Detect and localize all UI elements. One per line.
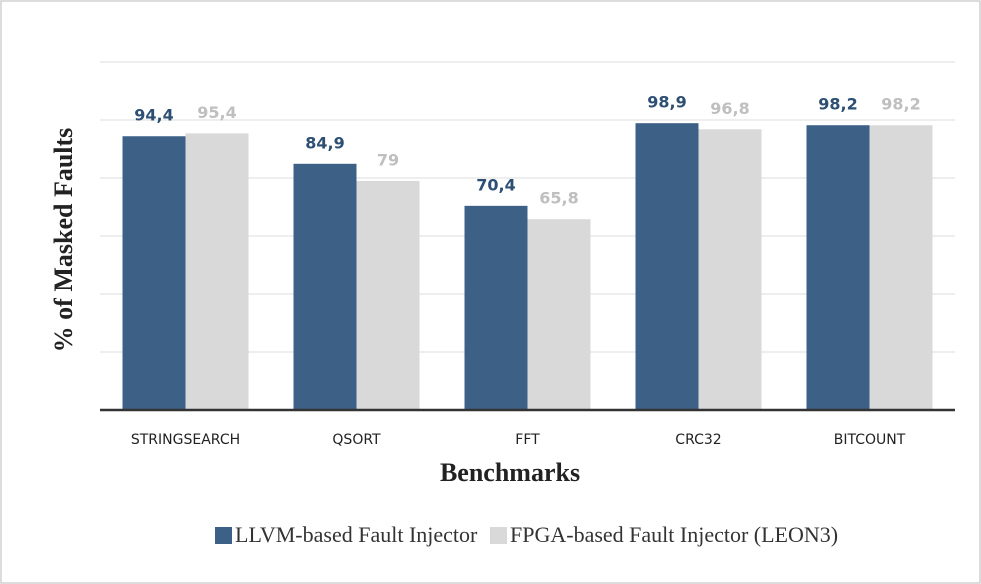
y-axis-label: % of Masked Faults — [49, 128, 78, 353]
data-label: 84,9 — [305, 133, 344, 152]
bar — [635, 123, 699, 410]
data-label: 94,4 — [134, 106, 173, 125]
data-label: 70,4 — [476, 175, 515, 194]
data-label: 65,8 — [539, 189, 578, 208]
x-tick-label: QSORT — [332, 432, 381, 448]
data-label: 79 — [377, 150, 399, 169]
x-tick-label: STRINGSEARCH — [131, 432, 240, 448]
legend-swatch — [490, 527, 507, 544]
bar — [293, 163, 357, 410]
bar — [185, 133, 249, 410]
bar — [698, 129, 762, 410]
legend-swatch — [215, 527, 232, 544]
bar — [869, 125, 933, 410]
data-label: 98,2 — [881, 95, 920, 114]
legend-label: LLVM-based Fault Injector — [235, 522, 478, 547]
data-label: 95,4 — [197, 103, 236, 122]
bar — [806, 125, 870, 410]
x-tick-label: CRC32 — [675, 432, 721, 448]
bar — [464, 205, 528, 410]
bar — [356, 180, 420, 410]
legend-label: FPGA-based Fault Injector (LEON3) — [510, 522, 838, 547]
data-label: 98,9 — [647, 93, 686, 112]
bar — [527, 219, 591, 410]
data-label: 98,2 — [818, 95, 857, 114]
x-tick-label: FFT — [515, 432, 540, 448]
x-axis-label: Benchmarks — [440, 458, 580, 487]
x-tick-label: BITCOUNT — [834, 432, 906, 448]
bar — [122, 136, 186, 411]
data-label: 96,8 — [710, 99, 749, 118]
